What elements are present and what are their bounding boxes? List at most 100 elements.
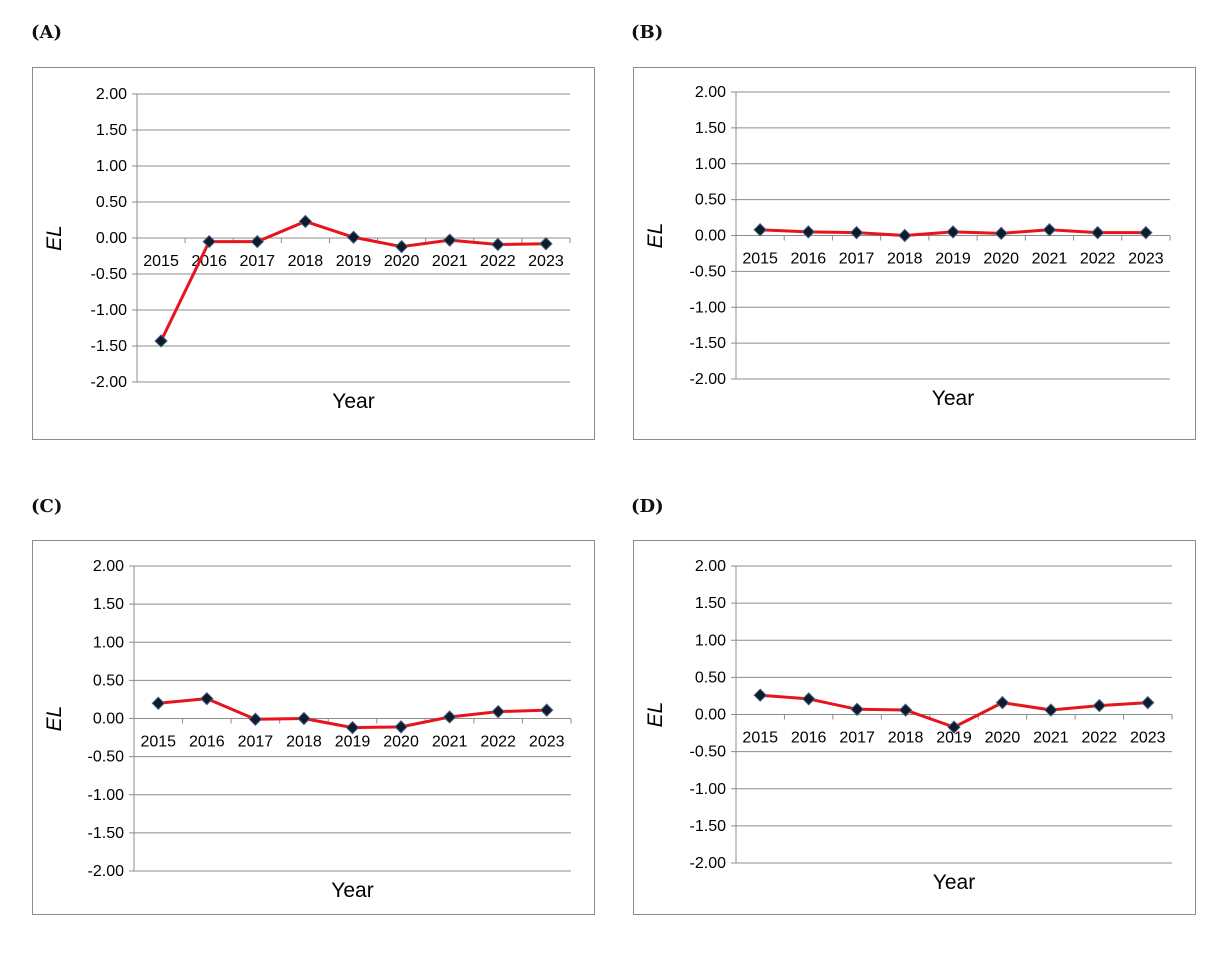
- x-tick-label-b: 2020: [983, 251, 1019, 268]
- x-tick-label-c: 2023: [529, 734, 565, 751]
- y-tick-label-c: 1.50: [93, 596, 124, 613]
- x-tick-label-a: 2021: [432, 253, 468, 270]
- y-tick-label-d: -2.00: [690, 855, 727, 872]
- y-axis-title-a: EL: [43, 225, 66, 251]
- x-tick-label-c: 2021: [432, 734, 468, 751]
- x-tick-label-a: 2019: [336, 253, 372, 270]
- y-tick-label-d: 0.50: [695, 669, 726, 686]
- data-point-diamond-icon-c: [541, 704, 553, 716]
- y-axis-title-c: EL: [43, 706, 66, 732]
- chart-svg-d: 2.00 1.50 1.00 0.50 0.00 -0.50 -1.00 -1.50 -2.00…: [634, 541, 1197, 916]
- x-tick-label-d: 2023: [1130, 730, 1166, 747]
- data-point-diamond-icon-a: [444, 234, 456, 246]
- y-tick-label-d: 1.00: [695, 632, 726, 649]
- x-tick-label-b: 2015: [742, 251, 778, 268]
- x-tick-label-c: 2017: [238, 734, 274, 751]
- data-point-diamond-icon-a: [203, 236, 215, 248]
- data-point-diamond-icon-b: [754, 224, 766, 236]
- x-tick-label-a: 2022: [480, 253, 516, 270]
- y-tick-label-a: 0.00: [96, 230, 127, 247]
- y-tick-label-a: -1.50: [91, 338, 128, 355]
- data-point-diamond-icon-c: [395, 721, 407, 733]
- y-tick-label-c: -1.50: [88, 825, 125, 842]
- data-point-diamond-icon-c: [444, 711, 456, 723]
- chart-svg-c: 2.00 1.50 1.00 0.50 0.00 -0.50 -1.00 -1.50 -2.00…: [33, 541, 596, 916]
- data-point-diamond-icon-a: [348, 231, 360, 243]
- data-point-diamond-icon-b: [947, 226, 959, 238]
- x-tick-label-c: 2020: [383, 734, 419, 751]
- x-tick-label-c: 2015: [140, 734, 176, 751]
- x-tick-label-b: 2022: [1080, 251, 1116, 268]
- x-tick-label-d: 2018: [888, 730, 924, 747]
- data-point-diamond-icon-a: [492, 238, 504, 250]
- x-tick-label-c: 2018: [286, 734, 322, 751]
- data-point-diamond-icon-b: [1043, 224, 1055, 236]
- x-tick-label-a: 2018: [288, 253, 324, 270]
- x-tick-label-a: 2015: [143, 253, 179, 270]
- x-tick-label-d: 2020: [985, 730, 1021, 747]
- data-point-diamond-icon-d: [1093, 700, 1105, 712]
- x-tick-label-c: 2016: [189, 734, 225, 751]
- x-tick-label-b: 2016: [791, 251, 827, 268]
- y-tick-label-b: -1.50: [690, 335, 727, 352]
- y-tick-label-b: 0.50: [695, 192, 726, 209]
- y-tick-label-b: 0.00: [695, 228, 726, 245]
- chart-panel-b: 2.00 1.50 1.00 0.50 0.00 -0.50 -1.00 -1.50 -2.00…: [633, 67, 1196, 440]
- y-tick-label-c: -0.50: [88, 749, 125, 766]
- y-tick-label-a: 1.50: [96, 122, 127, 139]
- x-tick-label-b: 2021: [1032, 251, 1068, 268]
- y-axis-title-d: EL: [644, 702, 667, 728]
- y-tick-label-a: -1.00: [91, 302, 128, 319]
- y-tick-label-a: 1.00: [96, 158, 127, 175]
- y-tick-label-b: -1.00: [690, 299, 727, 316]
- y-tick-label-d: -1.50: [690, 818, 727, 835]
- panel-label-c: (C): [31, 496, 62, 517]
- y-tick-label-b: -0.50: [690, 263, 727, 280]
- data-point-diamond-icon-c: [298, 713, 310, 725]
- x-tick-label-d: 2017: [839, 730, 875, 747]
- data-point-diamond-icon-b: [1140, 227, 1152, 239]
- x-tick-label-a: 2017: [239, 253, 275, 270]
- data-point-diamond-icon-b: [802, 226, 814, 238]
- chart-panel-c: 2.00 1.50 1.00 0.50 0.00 -0.50 -1.00 -1.50 -2.00…: [32, 540, 595, 915]
- data-point-diamond-icon-d: [996, 697, 1008, 709]
- x-tick-label-b: 2018: [887, 251, 923, 268]
- x-tick-label-c: 2022: [480, 734, 516, 751]
- data-point-diamond-icon-b: [851, 227, 863, 239]
- x-tick-label-c: 2019: [335, 734, 371, 751]
- data-point-diamond-icon-c: [152, 697, 164, 709]
- chart-panel-a: 2.00 1.50 1.00 0.50 0.00 -0.50 -1.00 -1.50 -2.00…: [32, 67, 595, 440]
- x-tick-label-d: 2022: [1082, 730, 1118, 747]
- panel-label-a: (A): [31, 22, 62, 43]
- y-tick-label-b: -2.00: [690, 371, 727, 388]
- y-tick-label-c: -2.00: [88, 863, 125, 880]
- x-tick-label-d: 2016: [791, 730, 827, 747]
- data-point-diamond-icon-d: [851, 703, 863, 715]
- data-point-diamond-icon-a: [155, 335, 167, 347]
- panel-label-b: (B): [631, 22, 663, 43]
- data-point-diamond-icon-d: [754, 689, 766, 701]
- x-axis-title-b: Year: [932, 387, 974, 410]
- chart-svg-b: 2.00 1.50 1.00 0.50 0.00 -0.50 -1.00 -1.50 -2.00…: [634, 68, 1197, 441]
- x-tick-label-b: 2023: [1128, 251, 1164, 268]
- x-tick-label-a: 2020: [384, 253, 420, 270]
- y-tick-label-d: -0.50: [690, 744, 727, 761]
- x-tick-label-a: 2023: [528, 253, 564, 270]
- data-point-diamond-icon-c: [249, 713, 261, 725]
- data-point-diamond-icon-b: [899, 230, 911, 242]
- chart-panel-d: 2.00 1.50 1.00 0.50 0.00 -0.50 -1.00 -1.50 -2.00…: [633, 540, 1196, 915]
- x-axis-title-c: Year: [331, 879, 373, 902]
- data-point-diamond-icon-d: [1142, 697, 1154, 709]
- y-tick-label-d: 0.00: [695, 707, 726, 724]
- y-tick-label-a: -2.00: [91, 374, 128, 391]
- y-tick-label-d: -1.00: [690, 781, 727, 798]
- data-point-diamond-icon-c: [492, 706, 504, 718]
- chart-svg-a: 2.00 1.50 1.00 0.50 0.00 -0.50 -1.00 -1.50 -2.00…: [33, 68, 596, 441]
- y-tick-label-c: 0.50: [93, 672, 124, 689]
- y-tick-label-b: 2.00: [695, 84, 726, 101]
- x-axis-title-a: Year: [332, 390, 374, 413]
- x-tick-label-d: 2021: [1033, 730, 1069, 747]
- data-point-diamond-icon-a: [396, 241, 408, 253]
- x-tick-label-b: 2017: [839, 251, 875, 268]
- data-point-diamond-icon-a: [251, 236, 263, 248]
